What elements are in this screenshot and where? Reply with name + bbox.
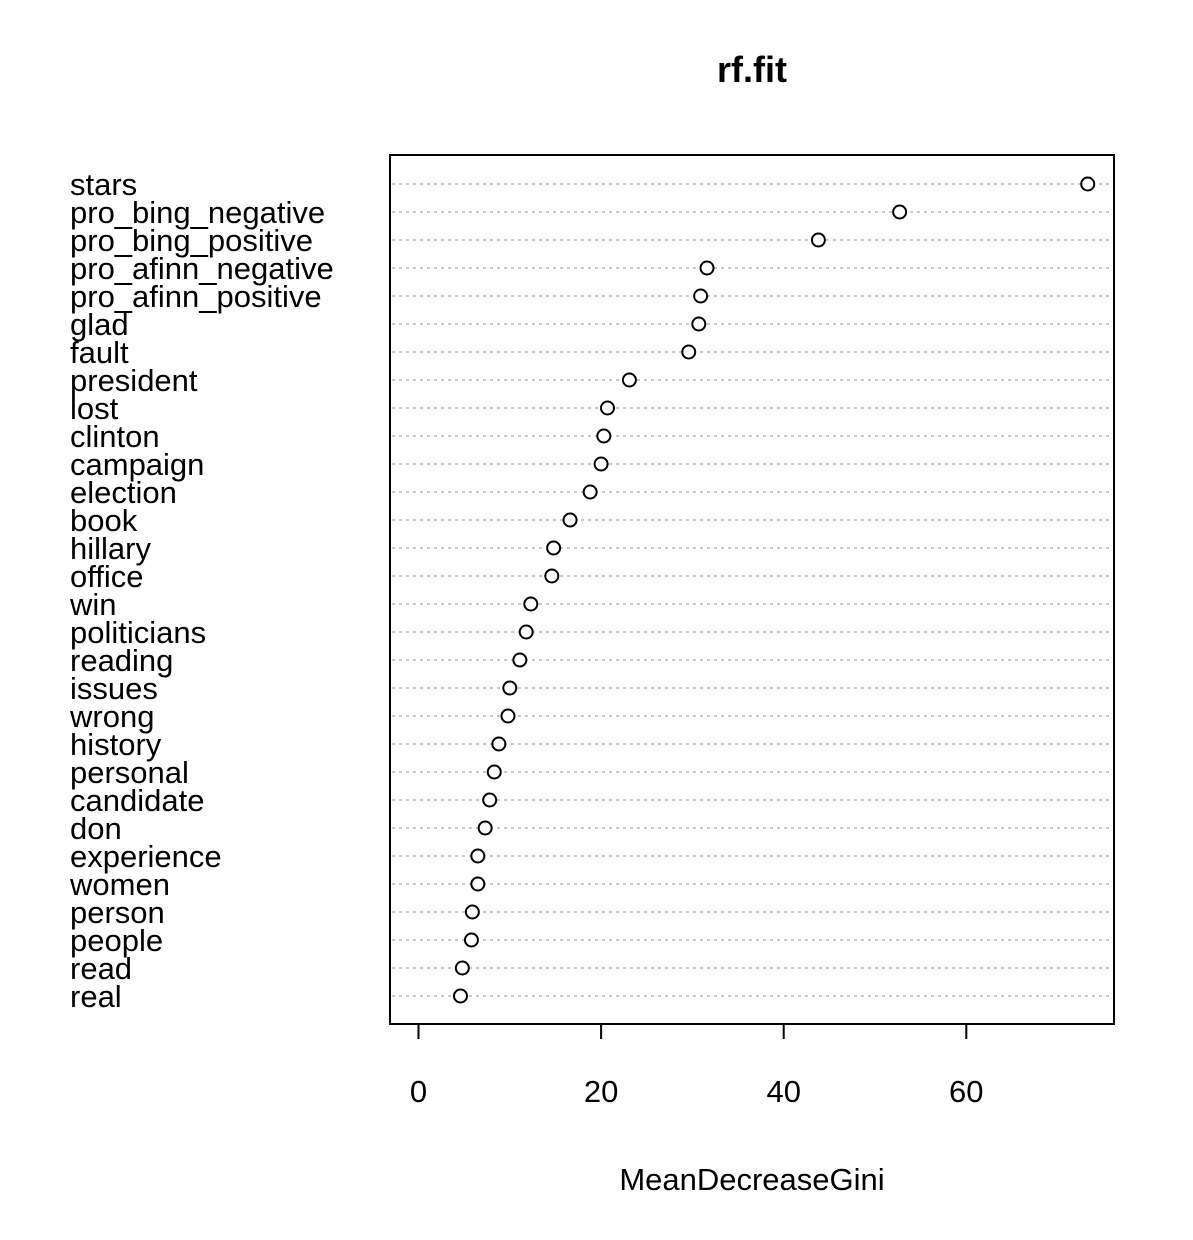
data-point xyxy=(621,372,637,388)
data-point xyxy=(464,904,480,920)
category-label: issues xyxy=(70,671,158,706)
data-point xyxy=(502,680,518,696)
gridlines xyxy=(392,183,1112,997)
x-axis: 0 20 40 60 xyxy=(410,1023,984,1109)
data-points xyxy=(452,176,1096,1004)
data-point xyxy=(681,344,697,360)
data-point xyxy=(699,260,715,276)
category-label: pro_afinn_negative xyxy=(70,251,334,286)
category-label: experience xyxy=(70,839,222,874)
category-label: pro_afinn_positive xyxy=(70,279,322,314)
category-label: history xyxy=(70,727,162,762)
x-tick-label: 0 xyxy=(410,1074,427,1109)
x-tick-label: 40 xyxy=(766,1074,800,1109)
data-point xyxy=(491,736,507,752)
data-point xyxy=(1080,176,1096,192)
category-label: person xyxy=(70,895,165,930)
data-point xyxy=(562,512,578,528)
data-point xyxy=(500,708,516,724)
category-label: glad xyxy=(70,307,129,342)
data-point xyxy=(544,568,560,584)
data-point xyxy=(546,540,562,556)
category-label: personal xyxy=(70,755,189,790)
data-point xyxy=(582,484,598,500)
data-point xyxy=(518,624,534,640)
category-label: candidate xyxy=(70,783,204,818)
data-point xyxy=(693,288,709,304)
category-labels: starspro_bing_negativepro_bing_positivep… xyxy=(69,167,334,1014)
data-point xyxy=(470,876,486,892)
data-point xyxy=(512,652,528,668)
x-tick-label: 20 xyxy=(584,1074,618,1109)
category-label: don xyxy=(70,811,122,846)
data-point xyxy=(452,988,468,1004)
data-point xyxy=(691,316,707,332)
category-label: pro_bing_positive xyxy=(70,223,313,258)
category-label: fault xyxy=(70,335,129,370)
category-label: real xyxy=(70,979,122,1014)
category-label: book xyxy=(70,503,138,538)
data-point xyxy=(593,456,609,472)
category-label: wrong xyxy=(69,699,154,734)
data-point xyxy=(463,932,479,948)
category-label: hillary xyxy=(70,531,151,566)
data-point xyxy=(523,596,539,612)
category-label: reading xyxy=(70,643,173,678)
category-label: pro_bing_negative xyxy=(70,195,325,230)
chart-title: rf.fit xyxy=(717,49,787,90)
category-label: win xyxy=(69,587,117,622)
category-label: campaign xyxy=(70,447,204,482)
data-point xyxy=(599,400,615,416)
data-point xyxy=(810,232,826,248)
category-label: politicians xyxy=(70,615,206,650)
data-point xyxy=(892,204,908,220)
category-label: president xyxy=(70,363,198,398)
data-point xyxy=(482,792,498,808)
data-point xyxy=(477,820,493,836)
x-axis-title: MeanDecreaseGini xyxy=(619,1162,884,1197)
data-point xyxy=(596,428,612,444)
data-point xyxy=(454,960,470,976)
category-label: women xyxy=(69,867,170,902)
category-label: read xyxy=(70,951,132,986)
plot-frame xyxy=(389,154,1115,1025)
category-label: lost xyxy=(70,391,119,426)
data-point xyxy=(470,848,486,864)
x-tick-label: 60 xyxy=(949,1074,983,1109)
category-label: stars xyxy=(70,167,137,202)
category-label: clinton xyxy=(70,419,160,454)
category-label: election xyxy=(70,475,177,510)
category-label: office xyxy=(70,559,144,594)
category-label: people xyxy=(70,923,163,958)
data-point xyxy=(486,764,502,780)
